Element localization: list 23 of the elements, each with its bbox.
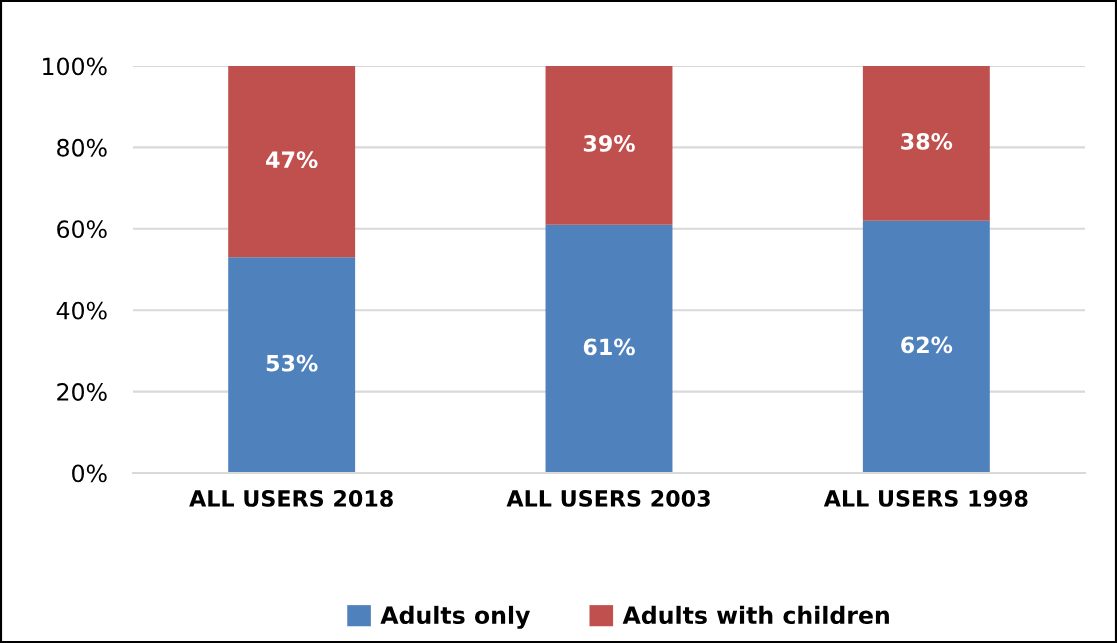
- x-tick-label: ALL USERS 2003: [506, 490, 710, 507]
- data-label: 47%: [266, 151, 318, 169]
- bar: [545, 66, 673, 225]
- bar: [228, 257, 356, 473]
- y-tick-label: 100%: [43, 57, 107, 76]
- data-label: 39%: [583, 135, 635, 152]
- y-tick-label: 80%: [57, 138, 107, 157]
- y-tick-label: 0%: [72, 464, 107, 483]
- data-label: 38%: [901, 132, 953, 150]
- y-tick-label: 20%: [57, 383, 107, 401]
- bar: [862, 66, 990, 221]
- x-tick-label: ALL USERS 1998: [823, 490, 1028, 507]
- data-label: 53%: [266, 354, 318, 372]
- bar: [228, 66, 356, 258]
- bar: [545, 224, 673, 473]
- data-label: 62%: [901, 336, 953, 354]
- data-label: 61%: [583, 338, 635, 356]
- legend-label: Adults only: [380, 605, 531, 629]
- y-tick-label: 40%: [56, 301, 107, 320]
- x-tick-label: ALL USERS 2018: [189, 490, 393, 507]
- bar: [862, 220, 990, 473]
- legend-label: Adults with children: [622, 605, 889, 625]
- y-tick-label: 60%: [57, 220, 107, 239]
